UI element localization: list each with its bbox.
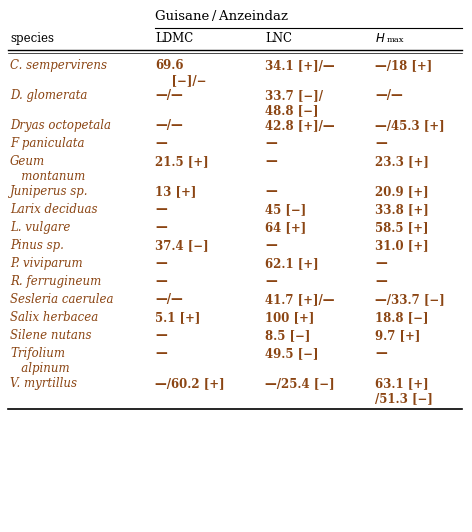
Text: C. sempervirens: C. sempervirens [10, 59, 107, 72]
Text: species: species [10, 32, 54, 45]
Text: —/18 [+]: —/18 [+] [375, 59, 432, 72]
Text: Salix herbacea: Salix herbacea [10, 311, 98, 324]
Text: 100 [+]: 100 [+] [265, 311, 314, 324]
Text: Larix deciduas: Larix deciduas [10, 203, 98, 216]
Text: —/33.7 [−]: —/33.7 [−] [375, 293, 445, 306]
Text: 31.0 [+]: 31.0 [+] [375, 239, 429, 252]
Text: —: — [155, 137, 167, 150]
Text: —/25.4 [−]: —/25.4 [−] [265, 377, 335, 390]
Text: —: — [155, 329, 167, 342]
Text: —: — [265, 185, 277, 198]
Text: 18.8 [−]: 18.8 [−] [375, 311, 429, 324]
Text: —/—: —/— [155, 293, 183, 306]
Text: 49.5 [−]: 49.5 [−] [265, 347, 319, 360]
Text: 23.3 [+]: 23.3 [+] [375, 155, 429, 168]
Text: 5.1 [+]: 5.1 [+] [155, 311, 201, 324]
Text: LNC: LNC [265, 32, 292, 45]
Text: Trifolium
   alpinum: Trifolium alpinum [10, 347, 70, 375]
Text: Sesleria caerulea: Sesleria caerulea [10, 293, 113, 306]
Text: Pinus sp.: Pinus sp. [10, 239, 64, 252]
Text: —: — [265, 155, 277, 168]
Text: P. viviparum: P. viviparum [10, 257, 83, 270]
Text: —: — [265, 137, 277, 150]
Text: —: — [155, 347, 167, 360]
Text: 62.1 [+]: 62.1 [+] [265, 257, 319, 270]
Text: 45 [−]: 45 [−] [265, 203, 306, 216]
Text: —: — [375, 347, 387, 360]
Text: —/—: —/— [155, 89, 183, 102]
Text: 42.8 [+]/—: 42.8 [+]/— [265, 119, 335, 132]
Text: —: — [375, 137, 387, 150]
Text: 63.1 [+]
/51.3 [−]: 63.1 [+] /51.3 [−] [375, 377, 433, 405]
Text: 58.5 [+]: 58.5 [+] [375, 221, 429, 234]
Text: R. ferrugineum: R. ferrugineum [10, 275, 101, 288]
Text: Dryas octopetala: Dryas octopetala [10, 119, 111, 132]
Text: LDMC: LDMC [155, 32, 193, 45]
Text: —/45.3 [+]: —/45.3 [+] [375, 119, 445, 132]
Text: —: — [155, 275, 167, 288]
Text: 9.7 [+]: 9.7 [+] [375, 329, 421, 342]
Text: —: — [265, 275, 277, 288]
Text: V. myrtillus: V. myrtillus [10, 377, 77, 390]
Text: F paniculata: F paniculata [10, 137, 84, 150]
Text: Guisane / Anzeindaz: Guisane / Anzeindaz [155, 10, 288, 23]
Text: 13 [+]: 13 [+] [155, 185, 196, 198]
Text: D. glomerata: D. glomerata [10, 89, 87, 102]
Text: 21.5 [+]: 21.5 [+] [155, 155, 209, 168]
Text: Juniperus sp.: Juniperus sp. [10, 185, 89, 198]
Text: —/—: —/— [375, 89, 403, 102]
Text: 8.5 [−]: 8.5 [−] [265, 329, 311, 342]
Text: 20.9 [+]: 20.9 [+] [375, 185, 429, 198]
Text: —: — [265, 239, 277, 252]
Text: —: — [375, 257, 387, 270]
Text: 69.6
    [−]/−: 69.6 [−]/− [155, 59, 207, 87]
Text: 33.7 [−]/
48.8 [−]: 33.7 [−]/ 48.8 [−] [265, 89, 323, 117]
Text: max: max [387, 36, 405, 44]
Text: L. vulgare: L. vulgare [10, 221, 70, 234]
Text: 41.7 [+]/—: 41.7 [+]/— [265, 293, 335, 306]
Text: —/—: —/— [155, 119, 183, 132]
Text: 34.1 [+]/—: 34.1 [+]/— [265, 59, 335, 72]
Text: 64 [+]: 64 [+] [265, 221, 306, 234]
Text: —: — [155, 203, 167, 216]
Text: 33.8 [+]: 33.8 [+] [375, 203, 429, 216]
Text: —: — [155, 221, 167, 234]
Text: $\it{H}$: $\it{H}$ [375, 32, 386, 45]
Text: 37.4 [−]: 37.4 [−] [155, 239, 209, 252]
Text: —: — [375, 275, 387, 288]
Text: Geum
   montanum: Geum montanum [10, 155, 85, 183]
Text: Silene nutans: Silene nutans [10, 329, 92, 342]
Text: —/60.2 [+]: —/60.2 [+] [155, 377, 225, 390]
Text: —: — [155, 257, 167, 270]
